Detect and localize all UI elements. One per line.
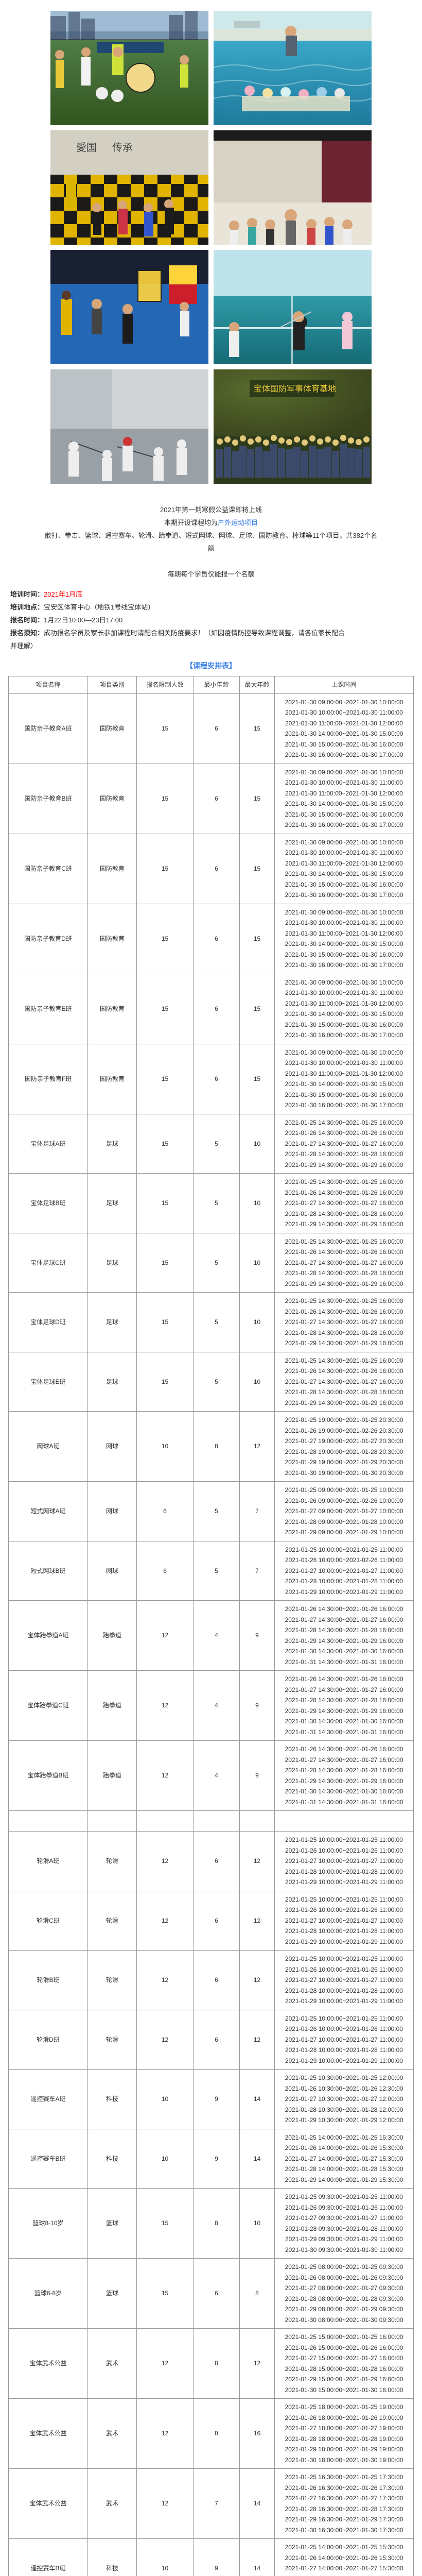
svg-text:宝体国防军事体育基地: 宝体国防军事体育基地 [254,384,336,394]
svg-text:传承: 传承 [112,142,133,154]
svg-text:愛国: 愛国 [76,142,97,154]
